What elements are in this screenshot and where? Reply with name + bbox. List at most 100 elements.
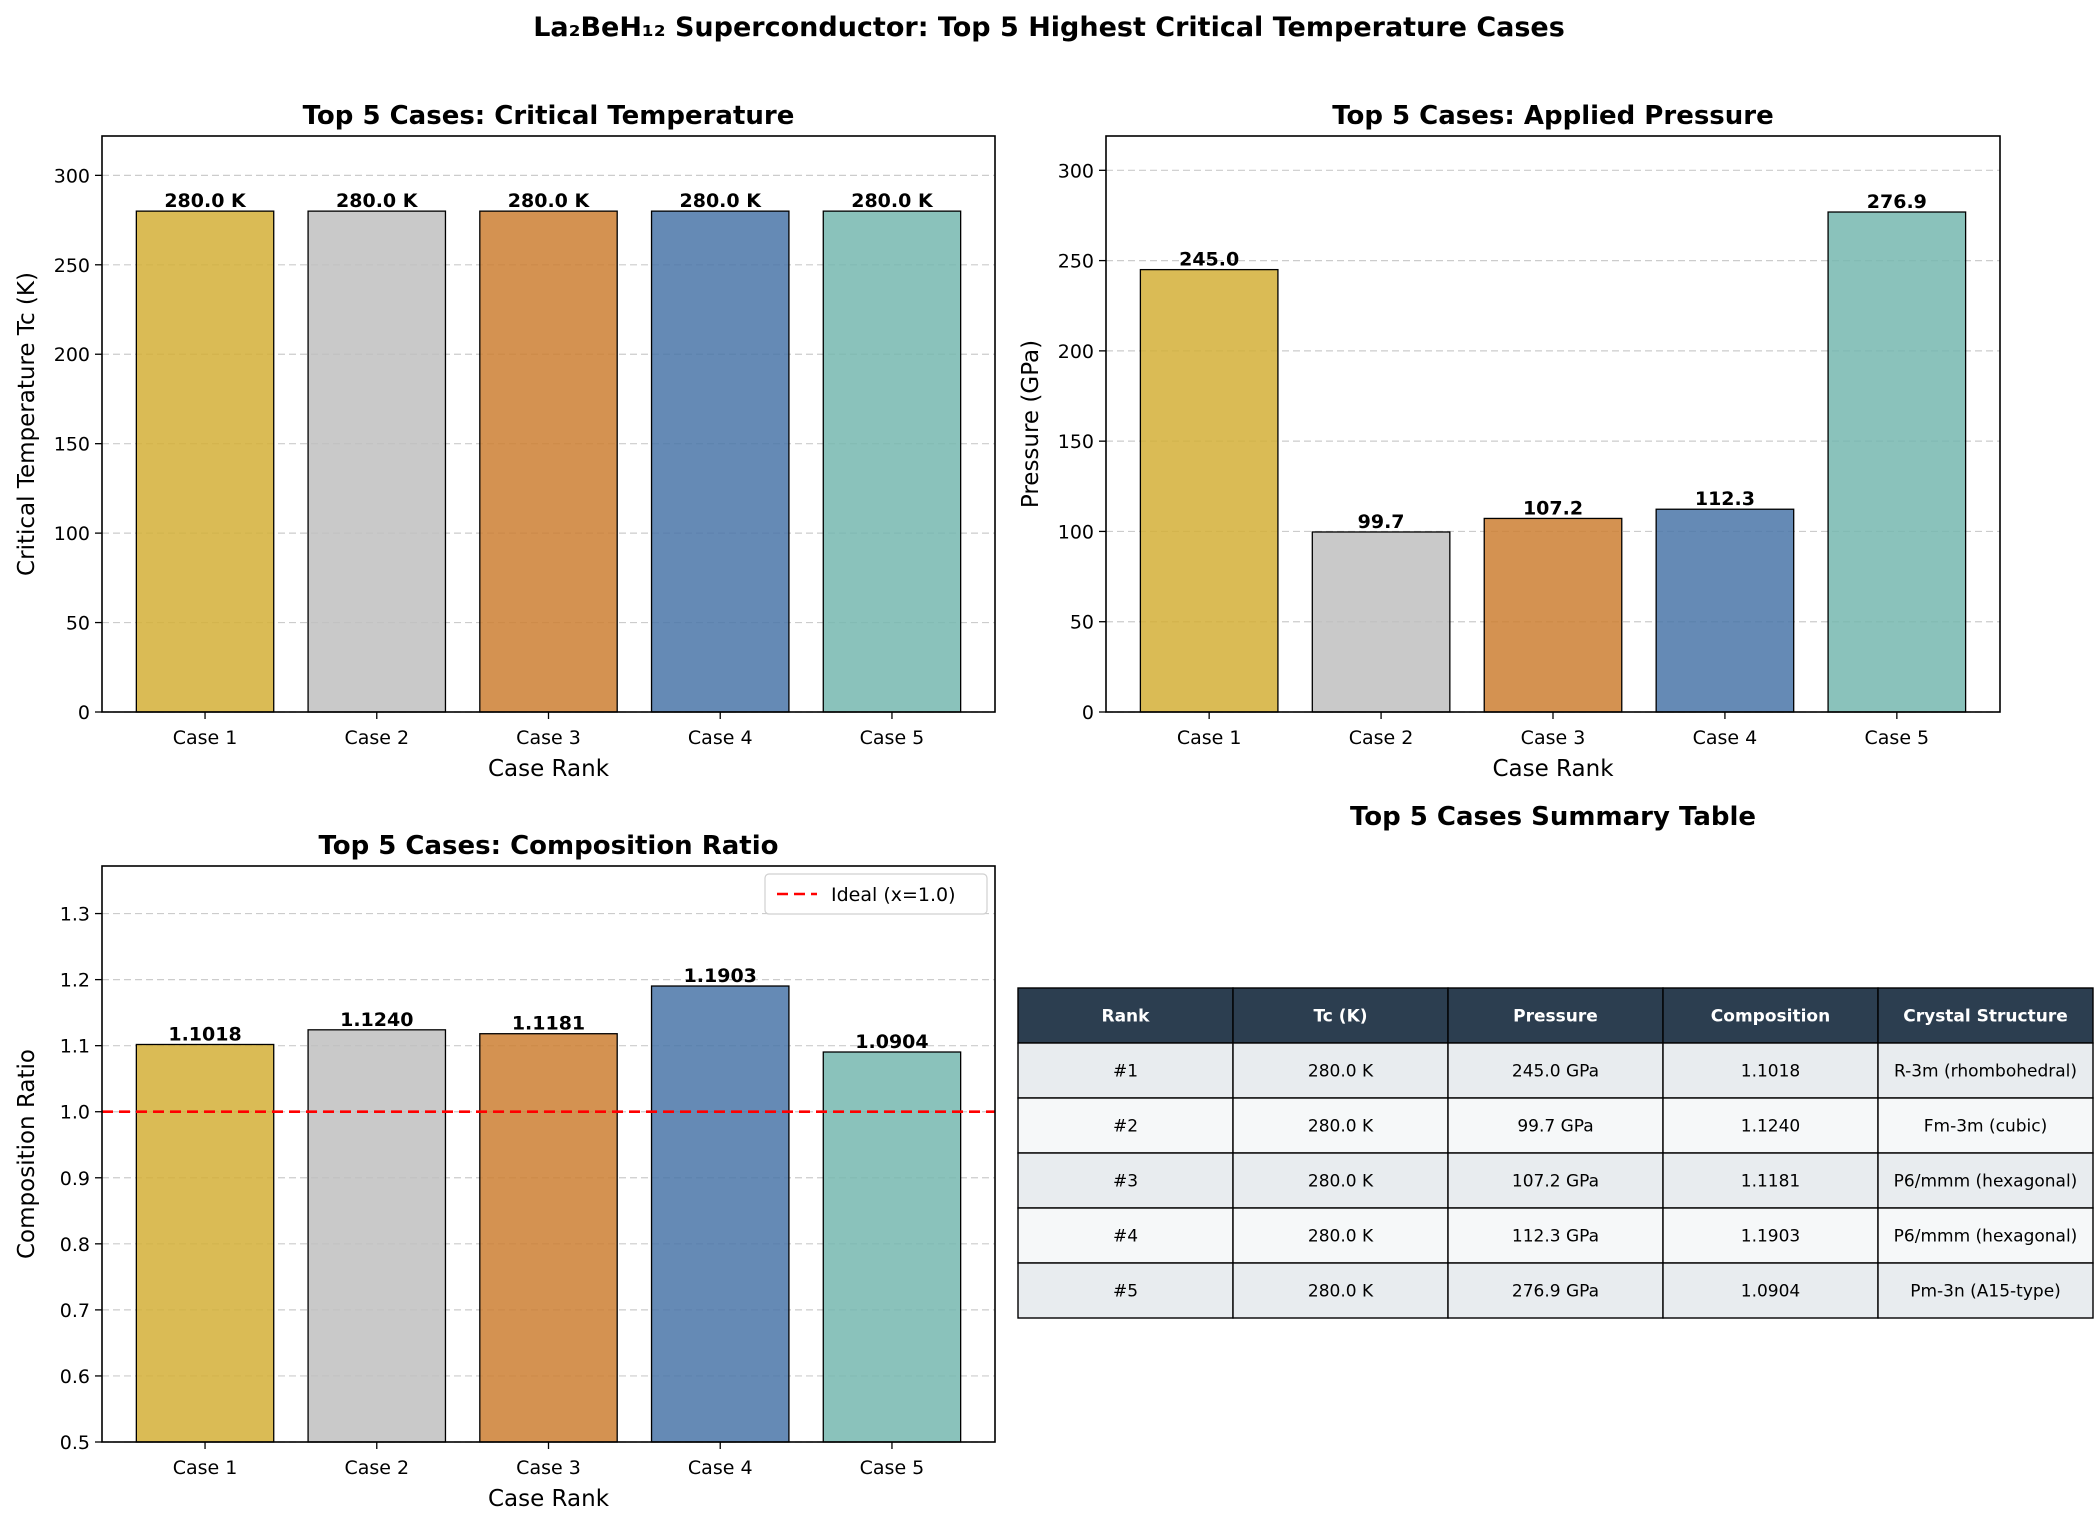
figure-title: La₂BeH₁₂ Superconductor: Top 5 Highest C… [533, 12, 1565, 43]
bar-data-label: 99.7 [1358, 511, 1405, 533]
table-cell [1447, 1207, 1664, 1264]
bar [650, 210, 790, 713]
table-cell-value: #5 [1113, 1282, 1138, 1302]
x-axis-label: Case Rank [1492, 756, 1614, 782]
table-cell-value: 1.0904 [1741, 1282, 1800, 1302]
y-tick-label: 1.0 [60, 1102, 90, 1124]
table-header-label: Crystal Structure [1903, 1007, 2067, 1027]
x-axis-label: Case Rank [488, 756, 610, 782]
table-cell-value: 99.7 GPa [1517, 1117, 1593, 1137]
table-cell [1662, 1042, 1879, 1099]
x-tick-label: Case 4 [688, 727, 753, 749]
bar [1483, 517, 1623, 713]
table-header-label: Pressure [1513, 1007, 1598, 1027]
bar [1655, 508, 1795, 713]
table-header-label: Rank [1102, 1007, 1151, 1027]
y-tick-label: 50 [66, 613, 90, 635]
bar [307, 1029, 447, 1443]
table-header-cell [1662, 987, 1879, 1044]
x-tick-label: Case 2 [344, 1457, 409, 1479]
x-tick-label: Case 5 [860, 1457, 925, 1479]
bar [650, 985, 790, 1443]
bar [135, 1043, 275, 1443]
table-cell-value: 280.0 K [1308, 1062, 1374, 1082]
x-tick-label: Case 5 [860, 727, 925, 749]
summary-table: Top 5 Cases Summary Table Rank Tc (K) Press… [1017, 802, 2094, 1319]
x-tick-label: Case 1 [1177, 727, 1242, 749]
table-cell-value: #3 [1113, 1172, 1138, 1192]
critical-temperature-chart: 280.0 K 280.0 K 280.0 K 280.0 K 280.0 K 0 50 10… [14, 101, 996, 782]
table-title: Top 5 Cases Summary Table [1350, 802, 1756, 832]
bar [479, 1033, 618, 1443]
y-tick-label: 200 [1058, 341, 1094, 363]
table-cell [1662, 1262, 1879, 1319]
table-cell-value: #1 [1113, 1062, 1138, 1082]
table-cell-value: 1.1018 [1741, 1062, 1800, 1082]
bar-data-label: 276.9 [1867, 191, 1927, 213]
table-cell [1447, 1262, 1664, 1319]
bar [822, 210, 962, 713]
bar-data-label: 280.0 K [851, 190, 934, 212]
y-tick-label: 1.1 [60, 1036, 90, 1058]
bar-data-label: 112.3 [1695, 488, 1755, 510]
y-tick-label: 300 [54, 165, 90, 187]
x-tick-label: Case 5 [1865, 727, 1930, 749]
table-cell-value: 280.0 K [1308, 1227, 1374, 1247]
y-tick-label: 0.9 [60, 1168, 90, 1190]
table-cell-value: 107.2 GPa [1512, 1172, 1599, 1192]
y-tick-label: 1.3 [60, 904, 90, 926]
y-tick-label: 0.5 [60, 1432, 90, 1454]
table-cell-value: 280.0 K [1308, 1117, 1374, 1137]
chart-title: Top 5 Cases: Applied Pressure [1332, 101, 1774, 131]
x-tick-label: Case 3 [516, 1457, 581, 1479]
table-cell-value: 245.0 GPa [1512, 1062, 1599, 1082]
bar-data-label: 1.1240 [340, 1009, 413, 1031]
y-tick-label: 150 [1058, 431, 1094, 453]
table-cell-value: 1.1181 [1741, 1172, 1800, 1192]
table-header-label: Composition [1711, 1007, 1830, 1027]
y-tick-label: 0.8 [60, 1234, 90, 1256]
y-tick-label: 100 [1058, 521, 1094, 543]
table-header-cell [1232, 987, 1449, 1044]
chart-title: Top 5 Cases: Composition Ratio [318, 831, 778, 861]
x-tick-label: Case 1 [173, 727, 238, 749]
x-tick-label: Case 2 [1349, 727, 1414, 749]
table-cell-value: #4 [1113, 1227, 1138, 1247]
bar [1311, 531, 1451, 713]
bar [135, 210, 275, 713]
applied-pressure-chart: 245.0 99.7 107.2 112.3 276.9 0 50 100 150 200 250 3… [1018, 101, 2001, 782]
table-cell [1017, 1042, 1234, 1099]
table-header-cell [1017, 987, 1234, 1044]
y-tick-label: 0.6 [60, 1366, 90, 1388]
bar [479, 210, 618, 713]
y-axis-label: Pressure (GPa) [1018, 340, 1044, 508]
table-cell [1877, 1152, 2094, 1209]
table-cell [1662, 1097, 1879, 1154]
table-cell-value: 276.9 GPa [1512, 1282, 1599, 1302]
bar-data-label: 280.0 K [680, 190, 763, 212]
x-axis-label: Case Rank [488, 1486, 610, 1512]
table-cell [1232, 1262, 1449, 1319]
bar-data-label: 280.0 K [336, 190, 419, 212]
y-tick-label: 250 [1058, 251, 1094, 273]
table-cell-value: #2 [1113, 1117, 1138, 1137]
table-header-label: Tc (K) [1313, 1007, 1367, 1027]
table-cell-value: P6/mmm (hexagonal) [1894, 1227, 2078, 1247]
chart-title: Top 5 Cases: Critical Temperature [303, 101, 795, 131]
table-cell-value: 1.1240 [1741, 1117, 1800, 1137]
x-tick-label: Case 4 [688, 1457, 753, 1479]
table-cell-value: R-3m (rhombohedral) [1894, 1062, 2077, 1082]
bar-data-label: 1.1018 [168, 1023, 241, 1045]
bar-data-label: 1.1181 [512, 1013, 585, 1035]
table-cell [1232, 1152, 1449, 1209]
y-tick-label: 150 [54, 434, 90, 456]
x-tick-label: Case 2 [344, 727, 409, 749]
y-tick-label: 300 [1058, 160, 1094, 182]
table-cell-value: Fm-3m (cubic) [1924, 1117, 2048, 1137]
y-tick-label: 0 [1082, 702, 1094, 724]
legend: Ideal (x=1.0) [764, 873, 988, 915]
y-tick-label: 1.2 [60, 970, 90, 992]
table-cell [1017, 1097, 1234, 1154]
bar-data-label: 1.1903 [684, 965, 757, 987]
